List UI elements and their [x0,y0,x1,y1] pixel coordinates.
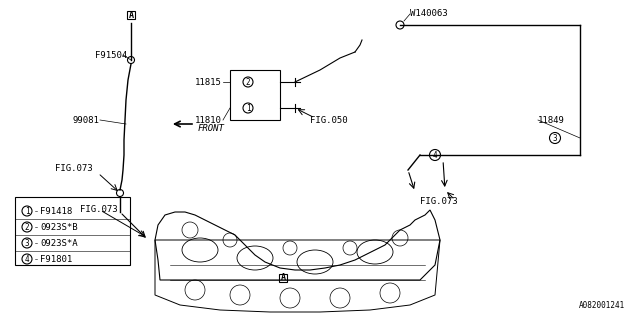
Text: F91418: F91418 [40,206,72,215]
Text: FIG.073: FIG.073 [55,164,93,172]
Text: F91504: F91504 [95,51,127,60]
Text: A: A [280,274,285,283]
Text: FIG.050: FIG.050 [310,116,348,124]
Text: FIG.073: FIG.073 [420,197,458,206]
Bar [279,274,287,282]
Text: 0923S*B: 0923S*B [40,222,77,231]
Text: 0923S*A: 0923S*A [40,238,77,247]
Text: A: A [129,11,134,20]
Text: 1: 1 [25,206,29,215]
Text: 3: 3 [553,133,557,142]
Text: 2: 2 [246,77,250,86]
Text: A082001241: A082001241 [579,301,625,310]
Text: FIG.073: FIG.073 [80,205,118,214]
Bar [230,70,280,120]
Text: 11849: 11849 [538,116,565,124]
Text: FRONT: FRONT [198,124,225,132]
Text: 4: 4 [25,254,29,263]
Text: F91801: F91801 [40,254,72,263]
Bar [15,197,130,265]
Text: W140063: W140063 [410,9,447,18]
Text: 1: 1 [246,103,250,113]
Text: 11810: 11810 [195,116,222,124]
Text: 3: 3 [25,238,29,247]
Bar [127,11,135,19]
Text: 11815: 11815 [195,77,222,86]
Text: 99081: 99081 [72,116,99,124]
Text: 4: 4 [433,150,437,159]
Text: 2: 2 [25,222,29,231]
